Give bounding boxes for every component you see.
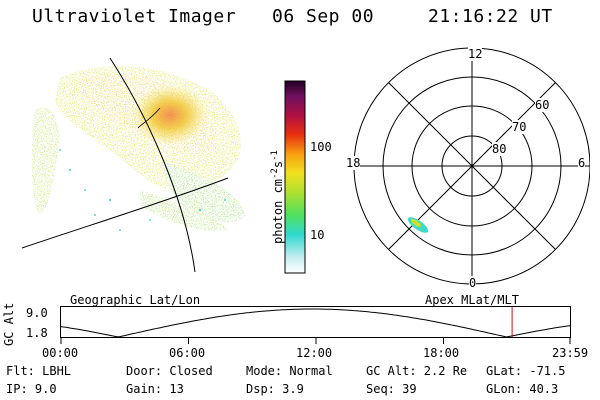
aurora-spot-core (410, 218, 422, 228)
colorbar-tick-10: 10 (310, 228, 325, 242)
time-label: 21:16:22 UT (428, 6, 553, 27)
time-tick-1200: 12:00 (296, 346, 333, 360)
gain-value: Gain: 13 (126, 382, 184, 396)
sequence-value: Seq: 39 (366, 382, 417, 396)
instrument-title: Ultraviolet Imager (32, 6, 237, 27)
altitude-axis-title: GC Alt (2, 302, 16, 346)
aurora-hotspot (132, 85, 208, 145)
gc-altitude-value: GC Alt: 2.2 Re (366, 364, 468, 378)
lat-label-70: 70 (512, 120, 527, 134)
colorbar-tick-100: 100 (310, 140, 332, 154)
ip-value: IP: 9.0 (6, 382, 57, 396)
latitude-line (21, 177, 229, 249)
dsp-value: Dsp: 3.9 (246, 382, 304, 396)
mlt-label-18: 18 (346, 156, 361, 170)
time-tick-2359: 23:59 (552, 346, 589, 360)
lat-label-80: 80 (492, 142, 507, 156)
date-label: 06 Sep 00 (272, 6, 375, 27)
colorbar-unit-label: photon cm-2s-1 (270, 150, 285, 244)
mlt-label-12: 12 (468, 47, 483, 61)
time-tick-1800: 18:00 (423, 346, 460, 360)
geographic-latitude: GLat: -71.5 (486, 364, 566, 378)
colorbar (284, 80, 306, 274)
mlt-label-6: 6 (578, 156, 586, 170)
time-tick-0600: 06:00 (169, 346, 206, 360)
terminator-line (137, 107, 161, 129)
mlt-label-0: 0 (469, 276, 477, 290)
altitude-tick-top: 9.0 (26, 306, 48, 320)
filter-value: Flt: LBHL (6, 364, 72, 378)
apex-coords-title: Apex MLat/MLT (425, 293, 519, 307)
geographic-coords-title: Geographic Lat/Lon (70, 293, 201, 307)
door-status: Door: Closed (126, 364, 213, 378)
geographic-longitude: GLon: 40.3 (486, 382, 559, 396)
lat-label-60: 60 (535, 98, 550, 112)
meridian-line (109, 57, 196, 273)
time-tick-0000: 00:00 (42, 346, 79, 360)
altitude-tick-bottom: 1.8 (26, 326, 48, 340)
aurora-speckles (59, 149, 226, 231)
orbit-altitude-curve (60, 308, 571, 338)
polar-mlt-plot (353, 47, 590, 285)
aurora-emission (31, 66, 245, 231)
mode-value: Mode: Normal (246, 364, 333, 378)
auroral-image (21, 57, 245, 273)
altitude-timeline (60, 306, 571, 344)
